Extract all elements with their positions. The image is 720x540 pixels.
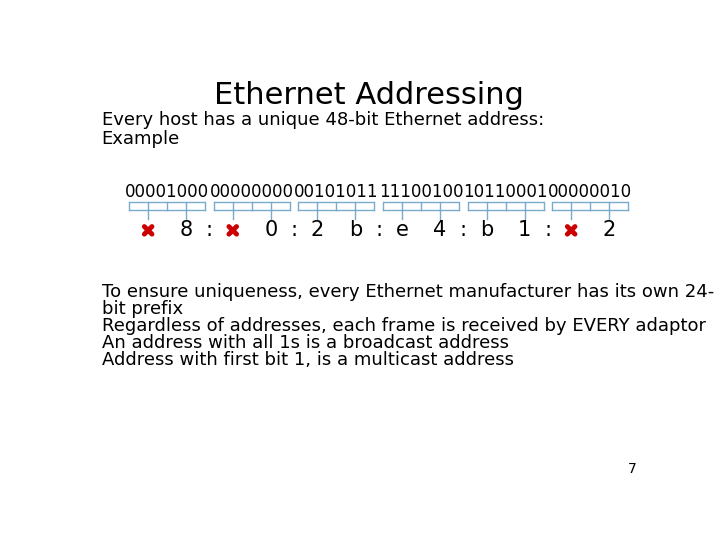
- Text: Example: Example: [102, 130, 180, 148]
- Text: 8: 8: [180, 220, 193, 240]
- Text: b: b: [480, 220, 493, 240]
- Text: 4: 4: [433, 220, 446, 240]
- Text: 2: 2: [311, 220, 324, 240]
- Text: 00001000: 00001000: [125, 183, 210, 201]
- Text: :: :: [375, 220, 382, 240]
- Text: bit prefix: bit prefix: [102, 300, 183, 318]
- Text: 00101011: 00101011: [294, 183, 379, 201]
- Text: :: :: [291, 220, 297, 240]
- Text: :: :: [544, 220, 552, 240]
- Text: An address with all 1s is a broadcast address: An address with all 1s is a broadcast ad…: [102, 334, 508, 352]
- Text: :: :: [460, 220, 467, 240]
- Text: 0: 0: [264, 220, 277, 240]
- Text: Every host has a unique 48-bit Ethernet address:: Every host has a unique 48-bit Ethernet …: [102, 111, 544, 129]
- Text: 2: 2: [603, 220, 616, 240]
- Text: 1: 1: [518, 220, 531, 240]
- Text: To ensure uniqueness, every Ethernet manufacturer has its own 24-: To ensure uniqueness, every Ethernet man…: [102, 283, 714, 301]
- Text: b: b: [348, 220, 362, 240]
- Text: :: :: [206, 220, 213, 240]
- Text: 7: 7: [628, 462, 636, 476]
- Text: Ethernet Addressing: Ethernet Addressing: [214, 81, 524, 110]
- Text: 11100100: 11100100: [379, 183, 463, 201]
- Text: 00000000: 00000000: [210, 183, 294, 201]
- Text: Address with first bit 1, is a multicast address: Address with first bit 1, is a multicast…: [102, 350, 513, 369]
- Text: 10110001: 10110001: [464, 183, 548, 201]
- Text: Regardless of addresses, each frame is received by EVERY adaptor: Regardless of addresses, each frame is r…: [102, 317, 706, 335]
- Text: e: e: [395, 220, 408, 240]
- Text: 00000010: 00000010: [548, 183, 632, 201]
